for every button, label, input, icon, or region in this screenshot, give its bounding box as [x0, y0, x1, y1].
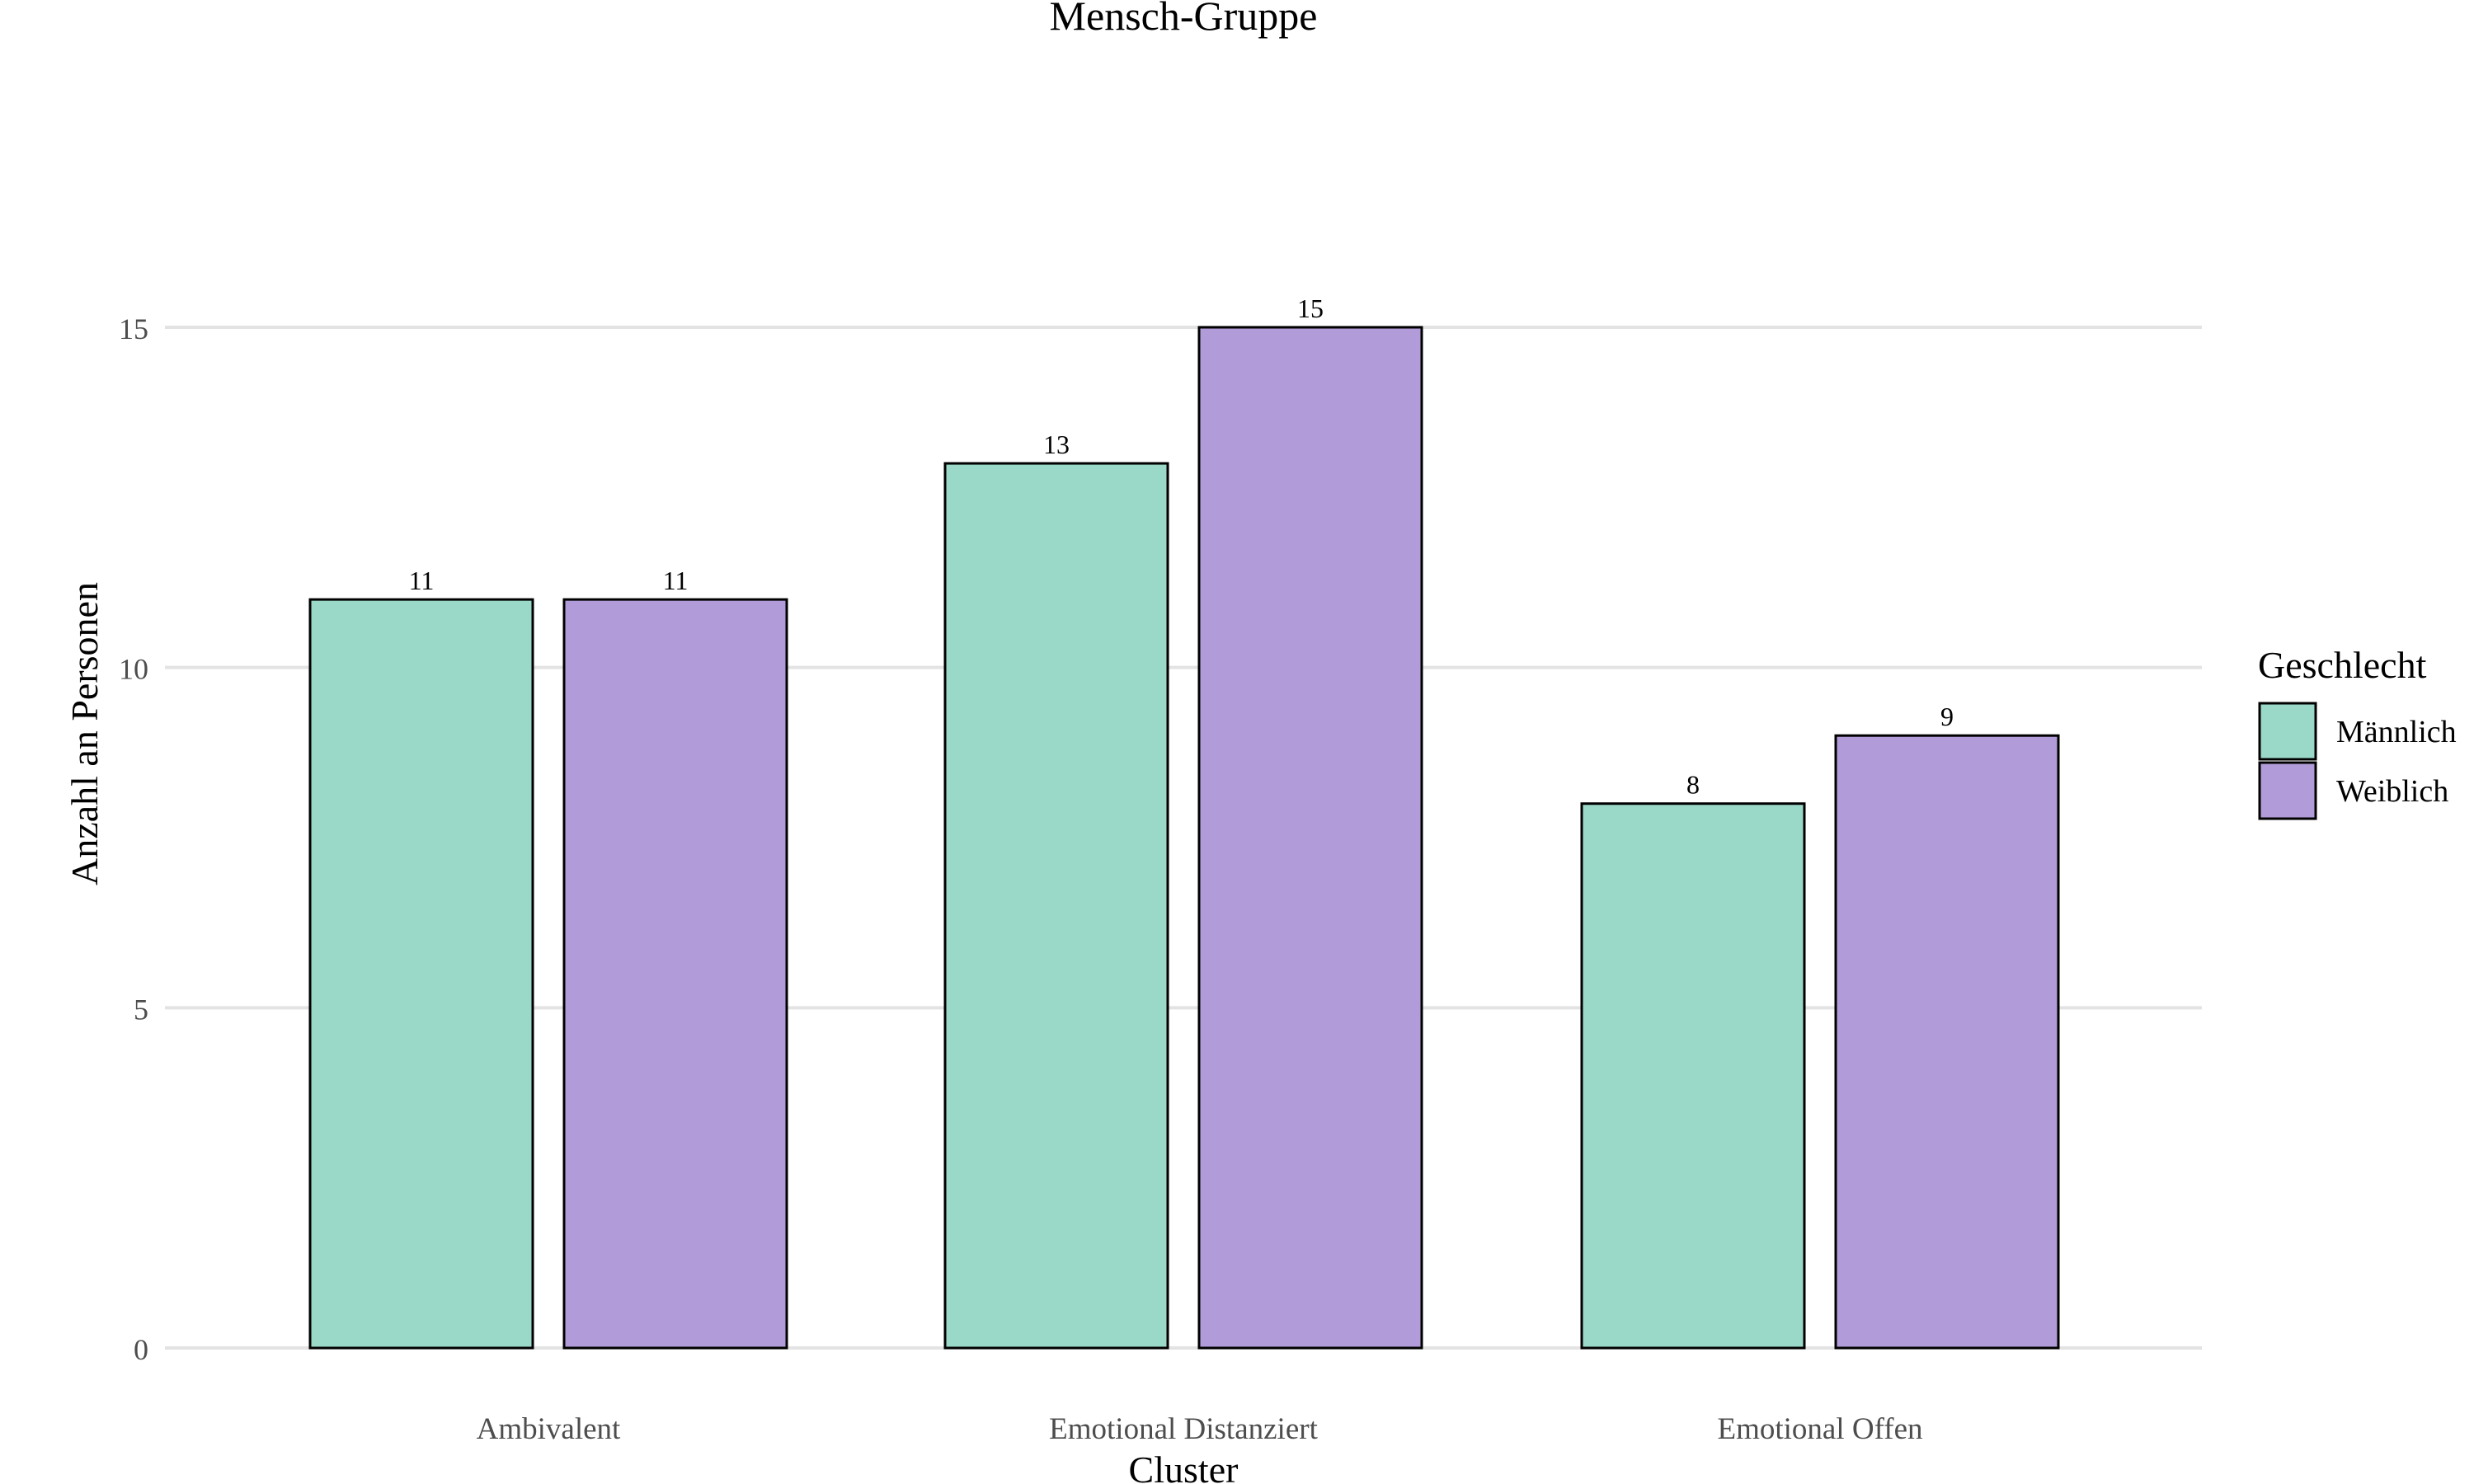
- x-tick-label: Ambivalent: [477, 1412, 621, 1446]
- data-label: 13: [1043, 430, 1070, 459]
- bar-emotional-offen-weiblich: [1834, 734, 2060, 1350]
- chart-title: Mensch-Gruppe: [1050, 0, 1318, 39]
- legend-label-weiblich: Weiblich: [2336, 774, 2448, 809]
- x-tick-label: Emotional Offen: [1717, 1412, 1922, 1446]
- bar-emotional-distanziert-weiblich: [1197, 326, 1423, 1350]
- data-labels: 11 11 13 15 8 9: [409, 294, 1954, 800]
- data-label: 11: [409, 566, 435, 595]
- x-tick-label: Emotional Distanziert: [1049, 1412, 1318, 1446]
- legend-label-mannlich: Männlich: [2336, 715, 2457, 749]
- y-tick-label: 10: [119, 653, 148, 686]
- legend-title: Geschlecht: [2258, 644, 2427, 686]
- data-label: 8: [1686, 770, 1700, 800]
- data-label: 15: [1297, 294, 1324, 323]
- bar-ambivalent-mannlich: [308, 598, 534, 1350]
- x-axis-ticks: Ambivalent Emotional Distanziert Emotional…: [477, 1412, 1923, 1446]
- y-tick-label: 0: [134, 1333, 148, 1366]
- data-label: 11: [663, 566, 689, 595]
- bar-emotional-offen-mannlich: [1580, 802, 1806, 1350]
- bars: [308, 326, 2060, 1350]
- legend-swatch-mannlich: [2258, 702, 2317, 761]
- x-axis-title: Cluster: [1129, 1449, 1239, 1484]
- legend-swatch-weiblich: [2258, 761, 2317, 820]
- bar-ambivalent-weiblich: [562, 598, 788, 1350]
- y-axis-ticks: 0 5 10 15: [119, 312, 148, 1366]
- legend: Geschlecht Männlich Weiblich: [2258, 644, 2457, 820]
- data-label: 9: [1940, 702, 1954, 731]
- y-tick-label: 15: [119, 312, 148, 345]
- y-tick-label: 5: [134, 993, 148, 1026]
- bar-emotional-distanziert-mannlich: [943, 462, 1169, 1350]
- y-axis-title: Anzahl an Personen: [63, 582, 106, 885]
